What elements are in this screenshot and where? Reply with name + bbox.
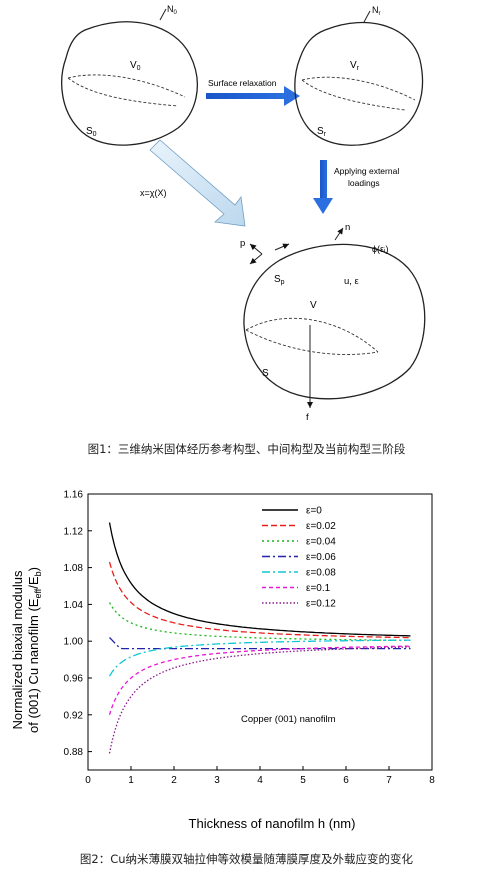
normal-label-cur: n [345,222,350,233]
x-tick-label: 8 [429,775,435,786]
plot-frame [87,493,433,771]
traction-label: p [240,238,245,249]
surface-relaxation-label: Surface relaxation [208,78,277,88]
legend: ε=0 ε=0.02 ε=0.04 ε=0.06 ε=0.08 ε=0.1 ε=0.12 [262,506,336,610]
y-tick-label: 0.96 [64,674,84,685]
y-tick-label: 1.04 [64,600,84,611]
figure2-chart: 0 1 2 3 4 5 6 7 8 0.88 0.92 0.96 1.00 1.04 1.08 1.12 1.1… [10,490,436,832]
series-line-4 [108,639,411,677]
x-tick-label: 0 [85,775,91,786]
series-line-1 [108,561,411,639]
surface-label-cur: S [262,368,269,379]
chart-annotation: Copper (001) nanofilm [241,714,336,725]
legend-label-0: ε=0 [306,506,322,517]
applying-loadings-arrow: Applying external loadings [313,160,399,214]
series-line-2 [108,602,411,641]
y-tick-label: 1.16 [64,490,84,501]
y-tick-label: 1.08 [64,563,84,574]
series-lines [108,522,411,754]
y-tick-label: 0.88 [64,747,84,758]
series-line-6 [108,646,411,754]
x-tick-label: 3 [214,775,220,786]
displacement-strain-label: u, ε [344,276,360,287]
figure1-diagram: N0 V0 S0 Surface relaxation Nr Vr Sr App… [61,4,426,423]
volume-label-cur: V [310,300,317,311]
normal-label-ref: N0 [167,4,178,16]
reference-configuration: N0 V0 S0 [61,4,198,146]
legend-label-2: ε=0.04 [306,537,336,548]
surface-energy-label: ϕ(εᵢ) [372,244,388,254]
legend-label-1: ε=0.02 [306,521,336,532]
volume-label-int: Vr [350,60,360,72]
body-force-label: f [306,412,309,423]
y-tick-label: 0.92 [64,710,84,721]
x-tick-label: 6 [343,775,349,786]
y-axis-label-line1: Normalized biaxial modulus [10,570,25,729]
legend-label-5: ε=0.1 [306,583,331,594]
applying-loadings-label-2: loadings [348,178,380,188]
applying-loadings-label: Applying external [334,166,399,176]
y-tick-label: 1.12 [64,526,84,537]
figure1-caption: 图1：三维纳米固体经历参考构型、中间构型及当前构型三阶段 [87,442,406,456]
x-tick-label: 2 [171,775,177,786]
figure2-caption: 图2：Cu纳米薄膜双轴拉伸等效模量随薄膜厚度及外载应变的变化 [79,852,414,866]
plot-border [87,493,433,771]
surface-relaxation-arrow: Surface relaxation [206,78,300,106]
volume-label-ref: V0 [130,60,141,72]
mapping-label: x=χ(X) [140,188,166,198]
y-axis-label: Normalized biaxial modulus of (001) Cu n… [10,567,43,733]
series-line-5 [108,645,411,716]
surface-label-int: Sr [317,126,327,138]
surface-label-ref: S0 [86,126,97,138]
series-line-0 [108,522,411,637]
intermediate-configuration: Nr Vr Sr [294,5,424,146]
legend-label-6: ε=0.12 [306,599,336,610]
x-tick-label: 5 [300,775,306,786]
x-tick-label: 7 [386,775,392,786]
current-configuration: n p Sp ϕ(εᵢ) u, ε V S f [240,222,426,423]
surface-p-label: Sp [274,274,285,286]
y-axis-label-line2: of (001) Cu nanofilm (Eeff/Eb) [26,567,43,733]
legend-label-4: ε=0.08 [306,568,336,579]
axis-ticks: 0 1 2 3 4 5 6 7 8 0.88 0.92 0.96 1.00 1.04 1.08 1.12 1.1… [64,490,436,787]
legend-label-3: ε=0.06 [306,552,336,563]
normal-label-int: Nr [372,5,381,17]
mapping-arrow: x=χ(X) [140,139,246,227]
y-tick-label: 1.00 [64,637,84,648]
x-tick-label: 1 [128,775,134,786]
x-axis-label: Thickness of nanofilm h (nm) [189,816,356,831]
x-tick-label: 4 [257,775,263,786]
